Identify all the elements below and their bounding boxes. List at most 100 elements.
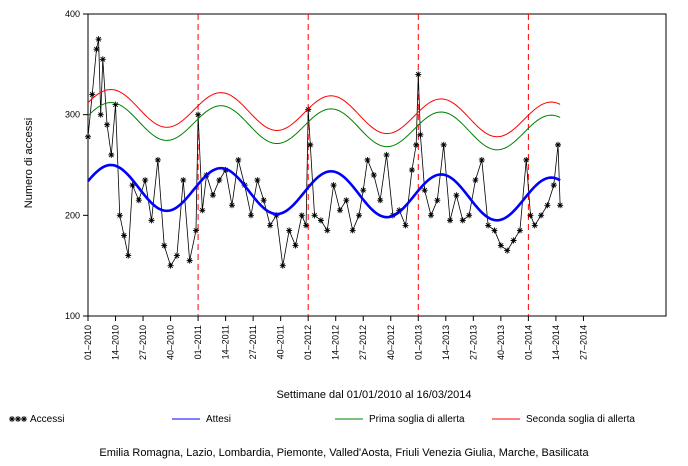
series-line-accessi (87, 39, 561, 267)
data-point (330, 182, 337, 189)
legend-marker-accessi (21, 416, 27, 422)
data-point (228, 202, 235, 209)
data-point (180, 177, 187, 184)
series-line-1 (87, 163, 561, 222)
data-point (343, 197, 350, 204)
data-point (267, 222, 274, 229)
data-point (510, 237, 517, 244)
x-tick-label-14: 14–2010 (111, 325, 121, 360)
data-point (427, 212, 434, 219)
data-point (248, 212, 255, 219)
y-tick-label-200: 200 (65, 210, 80, 220)
data-point (408, 167, 415, 174)
legend-item-1: Attesi (172, 414, 231, 425)
data-point (415, 71, 422, 78)
data-point (555, 141, 562, 148)
data-point (186, 257, 193, 264)
data-point (135, 197, 142, 204)
data-point (167, 262, 174, 269)
data-point (550, 182, 557, 189)
data-point (497, 242, 504, 249)
data-point (142, 177, 149, 184)
data-point (279, 262, 286, 269)
plot-area: 100 200 300 400 01–2010 14–2010 27–2010 40–2010… (65, 9, 667, 360)
data-point (99, 56, 106, 63)
legend-label-3: Seconda soglia di allerta (526, 414, 635, 425)
series-line-2 (87, 102, 561, 151)
data-point (485, 222, 492, 229)
data-point (260, 197, 267, 204)
x-tick-label-157: 01–2013 (413, 325, 423, 360)
x-tick-label-92: 40–2011 (276, 325, 286, 359)
x-tick-label-196: 40–2013 (496, 325, 506, 360)
data-point (472, 177, 479, 184)
data-point (523, 156, 530, 163)
data-point (125, 252, 132, 259)
y-axis-label: Numero di accessi (23, 118, 35, 208)
data-point (491, 227, 498, 234)
legend-label-1: Attesi (206, 414, 231, 425)
data-point (148, 217, 155, 224)
data-point (370, 172, 377, 179)
legend-item-3: Seconda soglia di allerta (492, 414, 635, 425)
data-point (161, 242, 168, 249)
data-point (129, 182, 136, 189)
legend: Accessi Attesi Prima soglia di allerta Seco… (9, 414, 635, 425)
x-tick-label-209: 01–2014 (523, 325, 533, 360)
x-tick-label-183: 27–2013 (468, 325, 478, 360)
data-point (317, 217, 324, 224)
y-tick-label-400: 400 (65, 9, 80, 19)
data-point (89, 91, 96, 98)
plot-frame (87, 13, 667, 317)
data-point (93, 46, 100, 53)
data-point (421, 187, 428, 194)
x-tick-label-131: 27–2012 (358, 325, 368, 360)
data-point (209, 192, 216, 199)
data-point (538, 212, 545, 219)
data-point (413, 141, 420, 148)
data-point (273, 212, 280, 219)
x-tick-label-1: 01–2010 (83, 325, 93, 360)
x-tick-label-118: 14–2012 (331, 325, 341, 360)
x-tick-label-144: 40–2012 (386, 325, 396, 360)
data-point (434, 197, 441, 204)
data-point (254, 177, 261, 184)
data-point (85, 133, 91, 140)
data-point (303, 222, 310, 229)
data-point (459, 217, 466, 224)
data-point (120, 232, 127, 239)
data-point (324, 227, 331, 234)
data-point (286, 227, 293, 234)
data-point (307, 141, 314, 148)
data-point (104, 121, 111, 128)
data-point (356, 212, 363, 219)
x-axis-label: Settimane dal 01/01/2010 al 16/03/2014 (276, 389, 471, 401)
legend-marker-accessi (9, 416, 15, 422)
data-point (311, 212, 318, 219)
data-point (527, 212, 534, 219)
data-point (235, 156, 242, 163)
data-point (466, 212, 473, 219)
data-point (112, 101, 119, 108)
y-tick-label-300: 300 (65, 110, 80, 120)
data-point (108, 151, 115, 158)
data-point (336, 207, 343, 214)
x-tick-label-235: 27–2014 (578, 325, 588, 360)
legend-item-2: Prima soglia di allerta (335, 414, 465, 425)
data-point (417, 131, 424, 138)
data-point (195, 111, 202, 118)
data-point (531, 222, 538, 229)
data-point (173, 252, 180, 259)
x-tick-label-53: 01–2011 (193, 325, 203, 359)
data-point (154, 156, 161, 163)
data-point (116, 212, 123, 219)
data-point (97, 111, 104, 118)
data-point (349, 227, 356, 234)
legend-label-2: Prima soglia di allerta (369, 414, 465, 425)
data-point (544, 202, 551, 209)
data-point (95, 36, 102, 43)
series-line-3 (87, 88, 561, 138)
x-tick-label-79: 27–2011 (248, 325, 258, 359)
data-point (364, 156, 371, 163)
